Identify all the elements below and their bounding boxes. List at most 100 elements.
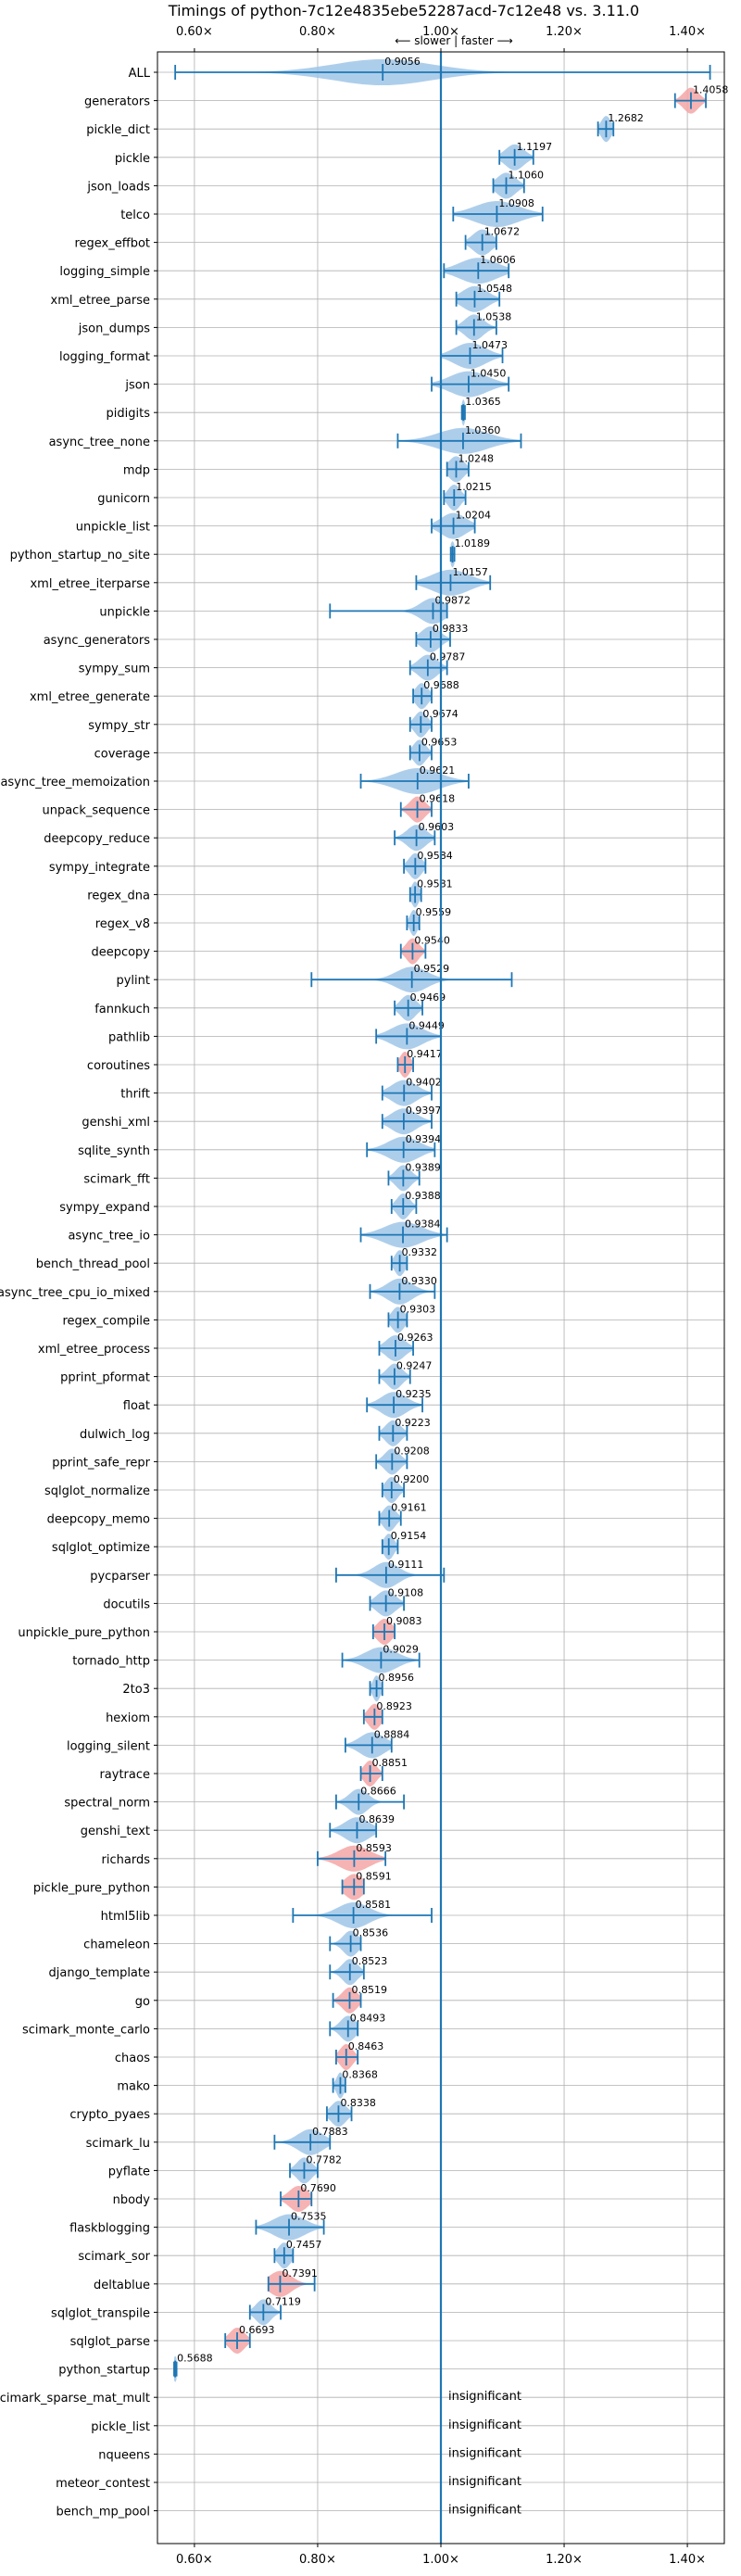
value-label: 0.6693 <box>239 2324 275 2336</box>
benchmark-label: async_tree_io <box>68 1230 150 1244</box>
value-label: 0.9621 <box>420 764 456 777</box>
value-label: 0.8593 <box>356 1842 392 1854</box>
marks-layer: 0.9056 1.4058 1.2682 1.1197 1.1060 1.0908 1.06… <box>173 52 729 2544</box>
axis-layer: 0.60× 0.60× 0.80× 0.80× 1.00× 1.00× 1.20× 1.20×… <box>0 25 725 2567</box>
benchmark-label: xml_etree_parse <box>51 294 150 308</box>
benchmark-label: python_startup_no_site <box>10 549 150 562</box>
value-label: 1.1197 <box>517 141 553 153</box>
benchmark-label: async_generators <box>44 634 151 648</box>
value-label: 0.8639 <box>358 1813 395 1825</box>
benchmark-label: gunicorn <box>97 492 150 506</box>
benchmark-label: scimark_sor <box>78 2250 150 2264</box>
value-label: 0.9235 <box>396 1388 432 1400</box>
value-label: 0.9200 <box>394 1473 430 1485</box>
benchmark-label: hexiom <box>106 1711 150 1725</box>
value-label: 0.8851 <box>372 1757 408 1769</box>
x-tick-label-top: 1.20× <box>546 25 583 39</box>
benchmark-label: html5lib <box>101 1910 150 1924</box>
insignificant-label: insignificant <box>448 2446 521 2460</box>
benchmark-label: tornado_http <box>72 1655 150 1669</box>
benchmark-label: telco <box>120 208 150 222</box>
value-label: 0.9029 <box>383 1644 419 1656</box>
x-tick-label-bottom: 1.40× <box>669 2553 706 2567</box>
value-label: 0.7883 <box>312 2126 348 2138</box>
benchmark-label: deepcopy_reduce <box>44 832 150 846</box>
benchmark-label: genshi_text <box>81 1825 150 1838</box>
x-tick-label-bottom: 0.80× <box>299 2553 336 2567</box>
benchmark-label: pylint <box>116 974 150 988</box>
benchmark-label: flaskblogging <box>69 2222 150 2236</box>
benchmark-label: sympy_expand <box>59 1201 150 1215</box>
benchmark-label: regex_dna <box>87 889 150 903</box>
benchmark-label: chaos <box>115 2052 150 2065</box>
value-label: 0.9469 <box>410 991 446 1004</box>
value-label: 0.9581 <box>417 878 453 890</box>
value-label: 0.9402 <box>406 1077 442 1089</box>
value-label: 1.0248 <box>458 452 494 464</box>
value-label: 1.4058 <box>693 84 729 96</box>
benchmark-label: fannkuch <box>94 1003 150 1017</box>
value-label: 0.9397 <box>406 1105 442 1117</box>
benchmark-label: pickle_list <box>91 2420 150 2434</box>
value-label: 0.7782 <box>306 2153 342 2166</box>
benchmark-label: sqlglot_parse <box>70 2335 150 2349</box>
benchmark-label: nbody <box>113 2193 151 2207</box>
value-label: 0.9833 <box>433 623 469 635</box>
value-label: 0.8368 <box>342 2069 378 2081</box>
benchmark-label: xml_etree_generate <box>30 690 150 704</box>
value-label: 0.9111 <box>388 1559 424 1571</box>
value-label: 0.8591 <box>356 1870 392 1882</box>
benchmark-label: python_startup <box>58 2364 150 2378</box>
value-label: 0.9603 <box>419 821 455 833</box>
value-label: 0.9056 <box>384 56 421 68</box>
benchmark-label: raytrace <box>99 1768 150 1782</box>
value-label: 0.9872 <box>434 594 471 606</box>
benchmark-label: mdp <box>123 463 150 477</box>
benchmark-label: sympy_str <box>88 719 150 733</box>
benchmark-label: nqueens <box>98 2448 150 2462</box>
benchmark-label: bench_thread_pool <box>36 1257 150 1271</box>
benchmark-label: pycparser <box>90 1570 150 1584</box>
value-label: 0.9394 <box>406 1133 442 1145</box>
value-label: 0.8923 <box>376 1700 412 1712</box>
benchmark-label: logging_silent <box>67 1739 150 1753</box>
value-label: 0.9388 <box>405 1190 441 1202</box>
benchmark-label: async_tree_cpu_io_mixed <box>0 1286 150 1300</box>
value-label: 0.9161 <box>391 1502 427 1514</box>
benchmark-label: regex_compile <box>62 1314 150 1328</box>
value-label: 0.9208 <box>394 1445 430 1457</box>
value-label: 0.9653 <box>421 736 458 748</box>
value-label: 0.8956 <box>379 1672 415 1684</box>
value-label: 0.5688 <box>177 2353 213 2365</box>
value-label: 0.9332 <box>402 1246 438 1258</box>
benchmark-label: coroutines <box>87 1059 150 1073</box>
benchmark-label: regex_effbot <box>74 237 150 251</box>
value-label: 1.0538 <box>476 310 512 322</box>
value-label: 1.0606 <box>480 254 516 266</box>
value-label: 1.0473 <box>471 339 508 351</box>
benchmark-label: spectral_norm <box>64 1797 150 1811</box>
value-label: 0.9083 <box>386 1615 422 1627</box>
benchmark-label: thrift <box>120 1088 150 1102</box>
value-label: 0.9389 <box>405 1161 441 1173</box>
benchmark-label: deepcopy <box>91 946 150 960</box>
benchmark-label: django_template <box>49 1966 150 1980</box>
insignificant-label: insignificant <box>448 2475 521 2489</box>
value-label: 0.9263 <box>397 1332 433 1344</box>
value-label: 1.0365 <box>465 396 500 408</box>
insignificant-label: insignificant <box>448 2390 521 2404</box>
benchmark-label: async_tree_memoization <box>0 776 150 789</box>
benchmark-label: sympy_integrate <box>49 861 150 875</box>
value-label: 0.7119 <box>265 2295 301 2307</box>
benchmark-label: pathlib <box>108 1030 150 1044</box>
value-label: 0.9417 <box>407 1048 443 1060</box>
x-tick-label-top: 0.60× <box>176 25 213 39</box>
benchmark-label: pickle <box>115 152 150 166</box>
benchmark-label: xml_etree_process <box>38 1343 150 1357</box>
x-tick-label-top: 1.00× <box>422 25 459 39</box>
benchmark-label: scimark_monte_carlo <box>22 2023 150 2037</box>
benchmark-label: bench_mp_pool <box>56 2506 150 2519</box>
benchmark-label: scimark_sparse_mat_mult <box>0 2392 150 2406</box>
value-label: 1.0450 <box>471 368 507 380</box>
benchmark-label: deltablue <box>94 2279 150 2292</box>
